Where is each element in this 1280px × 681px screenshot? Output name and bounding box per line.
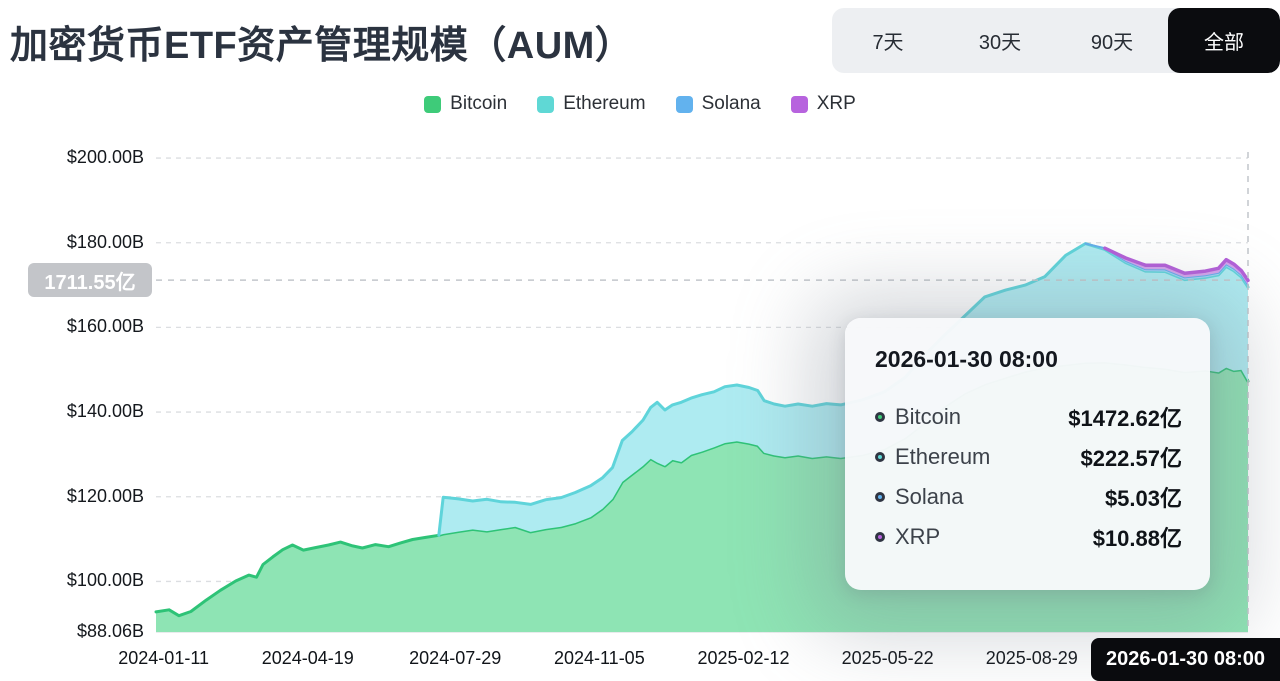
legend-item-bitcoin[interactable]: Bitcoin <box>424 93 507 115</box>
tooltip-series-name: Bitcoin <box>895 404 962 429</box>
x-axis-label: 2024-04-19 <box>261 648 354 668</box>
y-axis-hover-badge: 1711.55亿 <box>28 263 152 297</box>
y-axis-label: $100.00B <box>66 570 144 591</box>
tooltip-series-value: $1472.62亿 <box>1068 406 1182 431</box>
y-axis-label: $120.00B <box>66 485 144 506</box>
range-option-0[interactable]: 7天 <box>872 32 904 54</box>
x-axis-label: 2025-05-22 <box>841 648 934 668</box>
tooltip-row-bitcoin: Bitcoin $1472.62亿 <box>875 397 1182 437</box>
y-axis-label: $200.00B <box>66 147 144 168</box>
legend-label: Solana <box>701 93 761 114</box>
page-title: 加密货币ETF资产管理规模（AUM） <box>10 25 634 67</box>
x-axis-label: 2024-01-11 <box>118 648 210 668</box>
tooltip-rows: Bitcoin $1472.62亿 Ethereum $222.57亿 Solana $5… <box>875 397 1182 557</box>
y-axis-label: $140.00B <box>66 401 144 422</box>
range-option-2[interactable]: 90天 <box>1090 32 1134 54</box>
legend-swatch-xrp <box>790 95 808 113</box>
tooltip-series-value: $5.03亿 <box>1104 486 1182 511</box>
tooltip-row-solana: Solana $5.03亿 <box>875 477 1182 517</box>
line-xrp <box>1103 246 1250 283</box>
tooltip-row-xrp: XRP $10.88亿 <box>875 517 1182 557</box>
legend-swatch-bitcoin <box>424 95 442 113</box>
legend-item-solana[interactable]: Solana <box>675 93 761 115</box>
y-axis-label: $88.06B <box>76 621 144 641</box>
chart-tooltip: 2026-01-30 08:00 Bitcoin $1472.62亿 Ethereu… <box>845 318 1210 590</box>
legend-swatch-ethereum <box>537 95 555 113</box>
legend: Bitcoin Ethereum Solana XRP <box>0 93 1280 115</box>
tooltip-series-dot <box>875 532 885 542</box>
x-axis-label: 2025-08-29 <box>985 648 1078 668</box>
tooltip-title: 2026-01-30 08:00 <box>875 346 1058 372</box>
tooltip-series-value: $10.88亿 <box>1092 526 1182 551</box>
tooltip-series-name: XRP <box>895 524 941 549</box>
tooltip-series-name: Solana <box>895 484 964 509</box>
y-axis-label: $160.00B <box>66 316 144 337</box>
legend-item-xrp[interactable]: XRP <box>790 93 856 115</box>
range-option-1[interactable]: 30天 <box>978 32 1022 54</box>
x-axis-label: 2025-02-12 <box>697 648 790 668</box>
tooltip-series-dot <box>875 492 885 502</box>
tooltip-series-dot <box>875 452 885 462</box>
x-axis-label: 2024-11-05 <box>553 648 645 668</box>
legend-label: Ethereum <box>563 93 646 114</box>
legend-swatch-solana <box>675 95 693 113</box>
y-axis-label: $180.00B <box>66 231 144 252</box>
legend-label: XRP <box>816 93 856 114</box>
x-axis-hover-badge: 2026-01-30 08:00 <box>1091 638 1280 681</box>
x-axis-label: 2024-07-29 <box>409 648 502 668</box>
tooltip-row-ethereum: Ethereum $222.57亿 <box>875 437 1182 477</box>
range-selector: 7天 30天 90天 全部 <box>832 8 1280 73</box>
tooltip-series-dot <box>875 412 885 422</box>
legend-item-ethereum[interactable]: Ethereum <box>537 93 646 115</box>
line-solana <box>1084 242 1249 286</box>
tooltip-series-name: Ethereum <box>895 444 991 469</box>
legend-label: Bitcoin <box>450 93 508 114</box>
range-option-3[interactable]: 全部 <box>1168 8 1280 73</box>
tooltip-series-value: $222.57亿 <box>1080 446 1182 471</box>
